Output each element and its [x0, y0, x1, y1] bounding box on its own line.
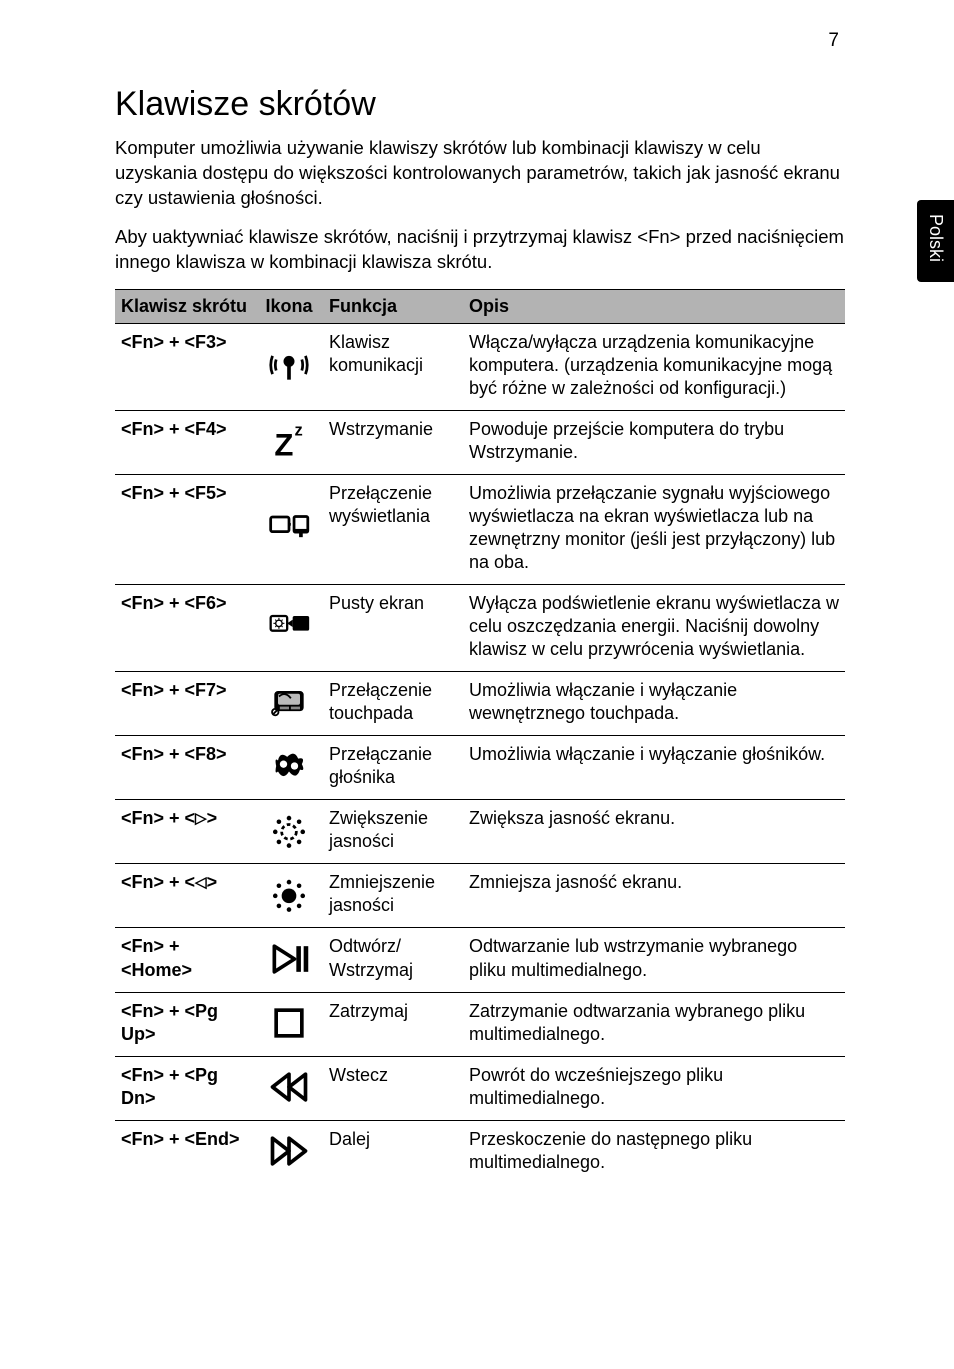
- description-cell: Umożliwia włączanie i wyłączanie głośnik…: [463, 736, 845, 800]
- function-cell: Zwiększenie jasności: [323, 800, 463, 864]
- table-row: <Fn> + <Pg Dn> WsteczPowrót do wcześniejs…: [115, 1056, 845, 1120]
- description-cell: Zatrzymanie odtwarzania wybranego pliku …: [463, 992, 845, 1056]
- hotkey-cell: <Fn> + <F4>: [115, 410, 255, 474]
- icon-cell: [255, 323, 323, 410]
- function-cell: Klawisz komunikacji: [323, 323, 463, 410]
- table-row: <Fn> + <▷> Zwiększenie jasnościZwiększa j…: [115, 800, 845, 864]
- sleep-icon: [267, 419, 311, 463]
- icon-cell: [255, 475, 323, 585]
- blank-screen-icon: [267, 605, 311, 649]
- icon-cell: [255, 410, 323, 474]
- language-tab: Polski: [917, 200, 954, 282]
- icon-cell: [255, 1056, 323, 1120]
- description-cell: Powoduje przejście komputera do trybu Ws…: [463, 410, 845, 474]
- function-cell: Dalej: [323, 1120, 463, 1184]
- icon-cell: [255, 800, 323, 864]
- col-desc-header: Opis: [463, 289, 845, 323]
- description-cell: Odtwarzanie lub wstrzymanie wybranego pl…: [463, 928, 845, 992]
- function-cell: Przełączenie wyświetlania: [323, 475, 463, 585]
- hotkeys-table: Klawisz skrótu Ikona Funkcja Opis <Fn> +…: [115, 289, 845, 1184]
- table-header-row: Klawisz skrótu Ikona Funkcja Opis: [115, 289, 845, 323]
- description-cell: Włącza/wyłącza urządzenia komunikacyjne …: [463, 323, 845, 410]
- table-row: <Fn> + <F8> Przełączanie głośnikaUmożliwi…: [115, 736, 845, 800]
- icon-cell: [255, 992, 323, 1056]
- hotkey-cell: <Fn> + <Pg Up>: [115, 992, 255, 1056]
- bright-up-icon: [267, 808, 311, 852]
- wireless-icon: [267, 343, 311, 387]
- next-icon: [267, 1129, 311, 1173]
- hotkey-cell: <Fn> + <▷>: [115, 800, 255, 864]
- page-content: Klawisze skrótów Komputer umożliwia używ…: [115, 85, 845, 1184]
- table-row: <Fn> + <Pg Up> ZatrzymajZatrzymanie odtwa…: [115, 992, 845, 1056]
- icon-cell: [255, 672, 323, 736]
- function-cell: Przełączenie touchpada: [323, 672, 463, 736]
- hotkey-cell: <Fn> + <Home>: [115, 928, 255, 992]
- col-hotkey-header: Klawisz skrótu: [115, 289, 255, 323]
- description-cell: Przeskoczenie do następnego pliku multim…: [463, 1120, 845, 1184]
- table-row: <Fn> + <F6> Pusty ekranWyłącza podświetle…: [115, 585, 845, 672]
- display-toggle-icon: [267, 506, 311, 550]
- description-cell: Powrót do wcześniejszego pliku multimedi…: [463, 1056, 845, 1120]
- bright-down-icon: [267, 872, 311, 916]
- speaker-icon: [267, 744, 311, 788]
- description-cell: Zwiększa jasność ekranu.: [463, 800, 845, 864]
- hotkey-cell: <Fn> + <◁>: [115, 864, 255, 928]
- touchpad-icon: [267, 680, 311, 724]
- table-row: <Fn> + <F7> Przełączenie touchpadaUmożliw…: [115, 672, 845, 736]
- icon-cell: [255, 1120, 323, 1184]
- page-title: Klawisze skrótów: [115, 85, 845, 124]
- prev-icon: [267, 1065, 311, 1109]
- icon-cell: [255, 864, 323, 928]
- play-pause-icon: [267, 937, 311, 981]
- description-cell: Umożliwia przełączanie sygnału wyjściowe…: [463, 475, 845, 585]
- table-row: <Fn> + <F5> Przełączenie wyświetlaniaUmoż…: [115, 475, 845, 585]
- table-row: <Fn> + <Home> Odtwórz/WstrzymajOdtwarzani…: [115, 928, 845, 992]
- page-number: 7: [828, 30, 839, 52]
- description-cell: Zmniejsza jasność ekranu.: [463, 864, 845, 928]
- hotkey-cell: <Fn> + <End>: [115, 1120, 255, 1184]
- table-row: <Fn> + <F4> WstrzymaniePowoduje przejście…: [115, 410, 845, 474]
- hotkey-cell: <Fn> + <F6>: [115, 585, 255, 672]
- col-icon-header: Ikona: [255, 289, 323, 323]
- col-func-header: Funkcja: [323, 289, 463, 323]
- description-cell: Umożliwia włączanie i wyłączanie wewnętr…: [463, 672, 845, 736]
- table-row: <Fn> + <F3> Klawisz komunikacjiWłącza/wył…: [115, 323, 845, 410]
- hotkey-cell: <Fn> + <F5>: [115, 475, 255, 585]
- intro-paragraph: Komputer umożliwia używanie klawiszy skr…: [115, 136, 845, 211]
- intro-text: Komputer umożliwia używanie klawiszy skr…: [115, 136, 845, 275]
- hotkey-cell: <Fn> + <F8>: [115, 736, 255, 800]
- hotkey-cell: <Fn> + <F3>: [115, 323, 255, 410]
- hotkey-cell: <Fn> + <Pg Dn>: [115, 1056, 255, 1120]
- description-cell: Wyłącza podświetlenie ekranu wyświetlacz…: [463, 585, 845, 672]
- icon-cell: [255, 585, 323, 672]
- function-cell: Pusty ekran: [323, 585, 463, 672]
- table-row: <Fn> + <End> DalejPrzeskoczenie do następ…: [115, 1120, 845, 1184]
- function-cell: Przełączanie głośnika: [323, 736, 463, 800]
- hotkey-cell: <Fn> + <F7>: [115, 672, 255, 736]
- function-cell: Wstrzymanie: [323, 410, 463, 474]
- table-row: <Fn> + <◁> Zmniejszenie jasnościZmniejsza…: [115, 864, 845, 928]
- icon-cell: [255, 736, 323, 800]
- function-cell: Zatrzymaj: [323, 992, 463, 1056]
- stop-icon: [267, 1001, 311, 1045]
- function-cell: Zmniejszenie jasności: [323, 864, 463, 928]
- intro-paragraph: Aby uaktywniać klawisze skrótów, naciśni…: [115, 225, 845, 275]
- function-cell: Odtwórz/Wstrzymaj: [323, 928, 463, 992]
- function-cell: Wstecz: [323, 1056, 463, 1120]
- icon-cell: [255, 928, 323, 992]
